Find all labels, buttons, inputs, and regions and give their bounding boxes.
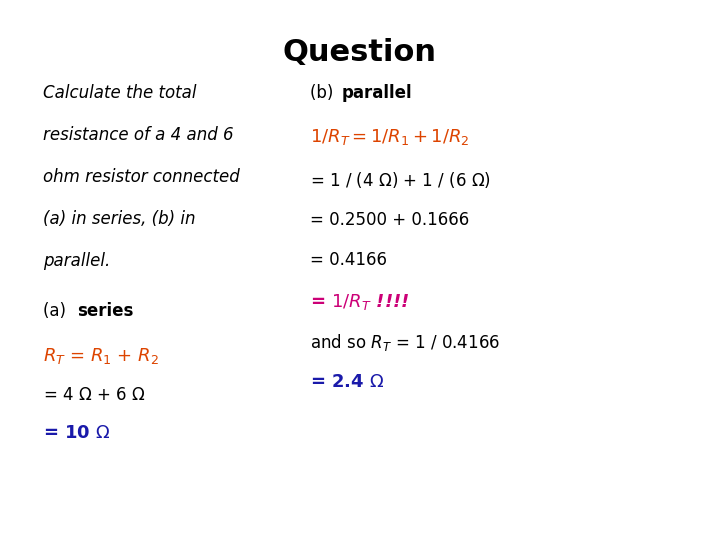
- Text: parallel: parallel: [342, 84, 413, 102]
- Text: $\it{R_T}$ = $\it{R_1}$ + $\it{R_2}$: $\it{R_T}$ = $\it{R_1}$ + $\it{R_2}$: [43, 346, 159, 366]
- Text: series: series: [77, 302, 133, 320]
- Text: ohm resistor connected: ohm resistor connected: [43, 168, 240, 186]
- Text: = $\bf{\it{1 / R_T}}$ !!!!: = $\bf{\it{1 / R_T}}$ !!!!: [310, 292, 409, 312]
- Text: = 0.4166: = 0.4166: [310, 251, 387, 269]
- Text: Question: Question: [283, 38, 437, 67]
- Text: = 1 / (4 $\Omega$) + 1 / (6 $\Omega$): = 1 / (4 $\Omega$) + 1 / (6 $\Omega$): [310, 170, 490, 190]
- Text: Calculate the total: Calculate the total: [43, 84, 197, 102]
- Text: (a): (a): [43, 302, 71, 320]
- Text: = 0.2500 + 0.1666: = 0.2500 + 0.1666: [310, 211, 469, 228]
- Text: = 2.4 $\Omega$: = 2.4 $\Omega$: [310, 373, 384, 390]
- Text: and so $\it{R_T}$ = 1 / 0.4166: and so $\it{R_T}$ = 1 / 0.4166: [310, 332, 500, 353]
- Text: parallel.: parallel.: [43, 252, 110, 270]
- Text: = 4 $\Omega$ + 6 $\Omega$: = 4 $\Omega$ + 6 $\Omega$: [43, 386, 145, 404]
- Text: resistance of a 4 and 6: resistance of a 4 and 6: [43, 126, 234, 144]
- Text: (b): (b): [310, 84, 338, 102]
- Text: $\bf{\it{1 / R_T = 1 / R_1 + 1 / R_2}}$: $\bf{\it{1 / R_T = 1 / R_1 + 1 / R_2}}$: [310, 127, 469, 147]
- Text: (a) in series, (b) in: (a) in series, (b) in: [43, 210, 196, 228]
- Text: = 10 $\Omega$: = 10 $\Omega$: [43, 424, 111, 442]
